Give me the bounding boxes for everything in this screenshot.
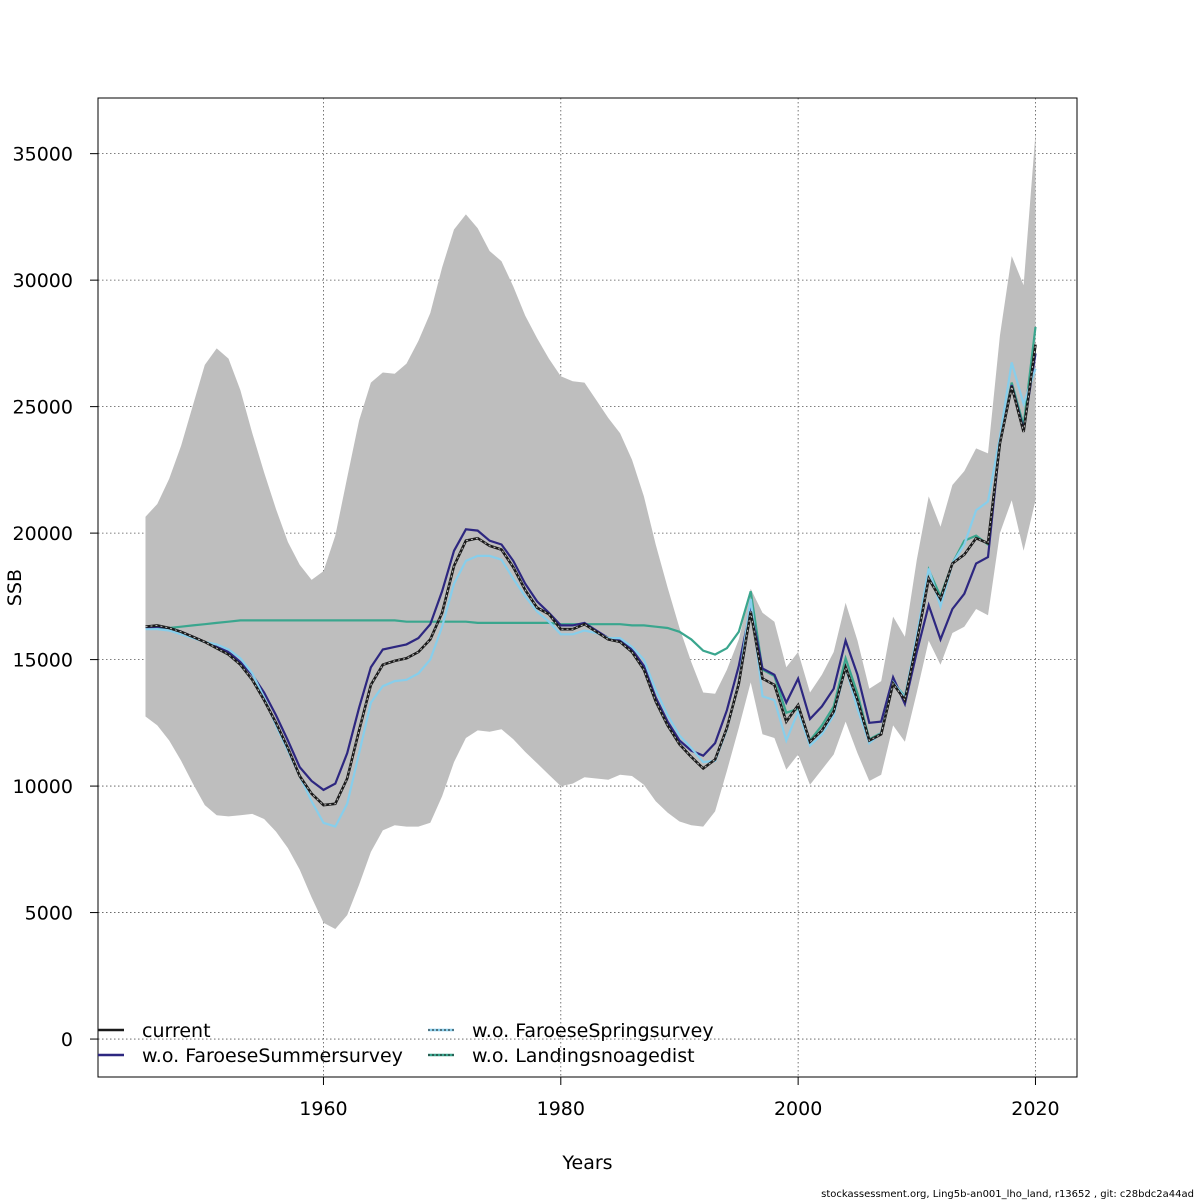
x-axis: 1960 1980 2000 2020 [299, 1077, 1060, 1120]
legend-label: current [142, 1020, 211, 1042]
y-tick-label: 15000 [13, 650, 73, 672]
legend-item-w-o-faroesesummersurvey: w.o. FaroeseSummersurvey [98, 1045, 403, 1067]
legend-label: w.o. FaroeseSummersurvey [142, 1045, 403, 1067]
confidence-band-layer [145, 133, 1036, 929]
legend-item-w-o-faroesespringsurvey: w.o. FaroeseSpringsurvey [428, 1020, 714, 1042]
y-axis-title: SSB [4, 569, 26, 606]
legend-item-current: current [98, 1020, 211, 1042]
series-lines [145, 326, 1037, 828]
footer-credit: stockassessment.org, Ling5b-an001_lho_la… [821, 1189, 1194, 1200]
y-tick-label: 35000 [13, 144, 73, 166]
legend-item-w-o-landingsnoagedist: w.o. Landingsnoagedist [428, 1045, 695, 1067]
plot-frame [97, 97, 1078, 1078]
y-tick-label: 25000 [13, 397, 73, 419]
y-tick-label: 10000 [13, 776, 73, 798]
x-tick-label: 2020 [1011, 1098, 1059, 1120]
y-tick-label: 0 [61, 1029, 73, 1051]
legend-label: w.o. Landingsnoagedist [472, 1045, 695, 1067]
x-tick-label: 1980 [537, 1098, 585, 1120]
legend-label: w.o. FaroeseSpringsurvey [472, 1020, 714, 1042]
series-line-current-dots [145, 344, 1036, 806]
x-tick-label: 1960 [299, 1098, 347, 1120]
y-tick-label: 5000 [25, 903, 73, 925]
y-tick-label: 30000 [13, 270, 73, 292]
y-axis: 0 5000 10000 15000 20000 25000 30000 35000 [13, 144, 98, 1051]
y-tick-label: 20000 [13, 523, 73, 545]
legend: current w.o. FaroeseSummersurvey w.o. Faro… [98, 1020, 714, 1067]
x-tick-label: 2000 [774, 1098, 822, 1120]
confidence-band [145, 133, 1036, 929]
x-axis-title: Years [561, 1152, 612, 1174]
